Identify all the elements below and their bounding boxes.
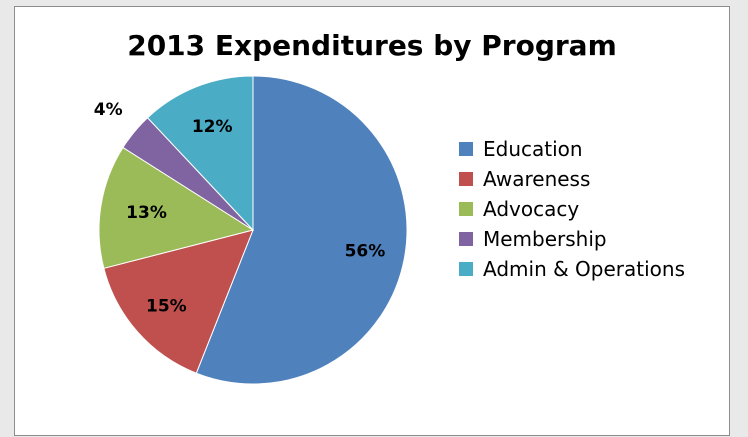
- legend-swatch-education: [459, 142, 473, 156]
- legend-label-membership: Membership: [483, 227, 607, 251]
- chart-title: 2013 Expenditures by Program: [127, 29, 617, 62]
- chart-area: 2013 Expenditures by Program 56% 15% 13% 4%…: [14, 6, 730, 436]
- legend-item-admin-operations: Admin & Operations: [459, 254, 685, 284]
- legend-item-advocacy: Advocacy: [459, 194, 685, 224]
- pie-slice-education: [195, 75, 408, 385]
- legend-label-awareness: Awareness: [483, 167, 591, 191]
- legend-swatch-admin-operations: [459, 262, 473, 276]
- legend-item-membership: Membership: [459, 224, 685, 254]
- legend-label-advocacy: Advocacy: [483, 197, 580, 221]
- data-label-education: 56%: [345, 241, 386, 261]
- legend-item-awareness: Awareness: [459, 164, 685, 194]
- legend-swatch-awareness: [459, 172, 473, 186]
- pie-slice-admin-operations: [146, 75, 254, 232]
- data-label-advocacy: 13%: [126, 203, 167, 223]
- pie-plot: 56% 15% 13% 4% 12%: [94, 75, 408, 385]
- legend: Education Awareness Advocacy Membership …: [459, 134, 685, 284]
- data-label-membership: 4%: [94, 100, 123, 120]
- data-label-admin-operations: 12%: [192, 117, 233, 137]
- pie-slice-awareness: [103, 229, 254, 374]
- pie-slice-advocacy: [98, 146, 255, 269]
- legend-swatch-membership: [459, 232, 473, 246]
- legend-label-education: Education: [483, 137, 583, 161]
- legend-item-education: Education: [459, 134, 685, 164]
- legend-label-admin-operations: Admin & Operations: [483, 257, 686, 281]
- data-label-awareness: 15%: [146, 296, 187, 316]
- legend-swatch-advocacy: [459, 202, 473, 216]
